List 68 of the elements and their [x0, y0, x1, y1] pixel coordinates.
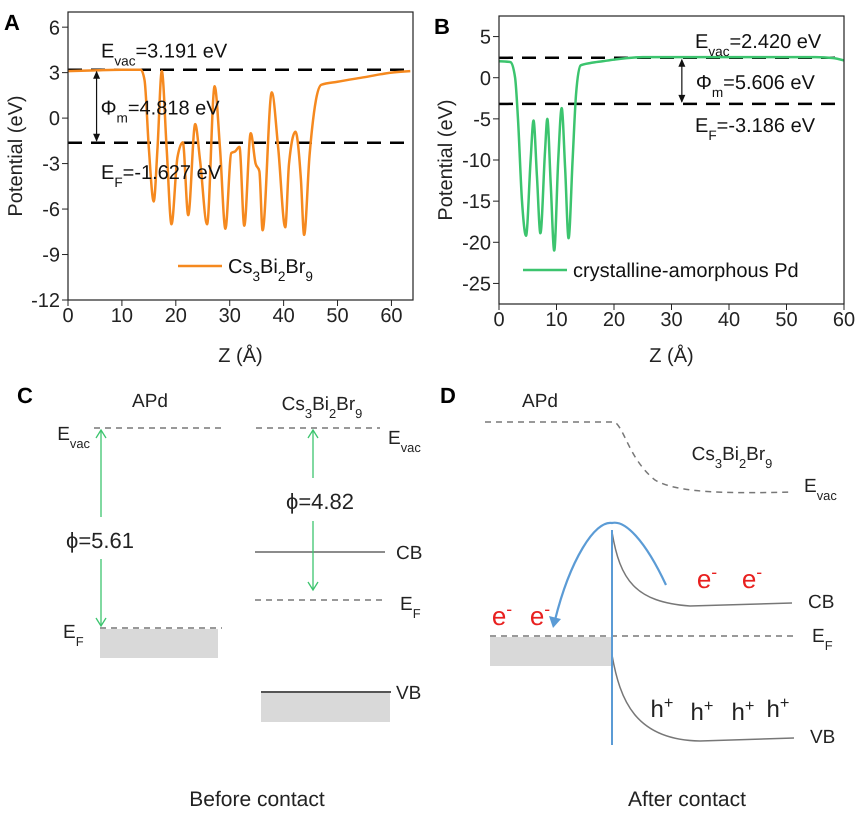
legend-label: crystalline-amorphous Pd [573, 260, 799, 282]
text: e$^{-}$ [492, 599, 512, 631]
y-tick-label: -5 [473, 108, 491, 131]
text: C [17, 383, 33, 408]
text: E$_{vac}$ [804, 476, 838, 502]
text: VB [396, 683, 422, 704]
text: APd [132, 391, 168, 412]
x-tick-label: 40 [718, 309, 740, 332]
x-axis-title: Z (Å) [649, 344, 694, 367]
ref-line-label: E$_{vac}$=2.420 eV [695, 30, 822, 58]
text: h$^{+}$ [690, 697, 714, 726]
x-tick-label: 30 [660, 309, 683, 332]
text: e$^{-}$ [742, 562, 762, 594]
text: E$_{F}$ [400, 594, 421, 620]
text: CB [808, 592, 834, 613]
text: E$_{vac}$ [388, 428, 422, 454]
legend-label: Cs$_{3}$Bi$_{2}$Br$_{9}$ [228, 256, 313, 284]
text: APd [522, 391, 558, 412]
x-tick-label: 20 [602, 309, 626, 332]
text: CB [396, 543, 422, 564]
x-tick-label: 20 [164, 305, 187, 328]
y-tick-label: -12 [31, 290, 60, 312]
text: ϕ=5.61 [66, 528, 134, 553]
y-tick-label: -10 [462, 150, 491, 172]
text: Cs$_{3}$Bi$_{2}$Br$_{9}$ [692, 444, 772, 470]
y-tick-label: -20 [462, 232, 491, 254]
x-tick-label: 50 [775, 309, 798, 332]
text: h$^{+}$ [732, 697, 754, 726]
text: Cs$_{3}$Bi$_{2}$Br$_{9}$ [282, 394, 362, 420]
y-tick-label: 6 [48, 17, 60, 40]
x-tick-label: 40 [272, 305, 295, 328]
y-tick-label: -9 [42, 244, 60, 267]
text: D [440, 383, 456, 408]
text: VB [810, 727, 836, 748]
y-axis-title: Potential (eV) [435, 99, 457, 221]
ref-line-label: E$_{vac}$=3.191 eV [101, 40, 228, 68]
annotation: Φ$_{m}$=5.606 eV [696, 72, 816, 100]
y-axis-title: Potential (eV) [5, 95, 27, 217]
x-tick-label: 60 [832, 309, 856, 332]
y-tick-label: -6 [42, 199, 60, 222]
y-tick-label: -25 [462, 274, 491, 296]
x-axis-title: Z (Å) [218, 344, 263, 367]
text: h$^{+}$ [650, 694, 674, 723]
x-tick-label: 10 [545, 309, 568, 332]
text: e$^{-}$ [696, 562, 718, 594]
x-tick-label: 30 [218, 305, 241, 328]
text: h$^{+}$ [766, 694, 790, 723]
x-tick-label: 60 [380, 305, 403, 328]
text: After contact [628, 788, 746, 811]
text: ϕ=4.82 [286, 489, 354, 514]
text: E$_{F}$ [812, 626, 833, 652]
chart-title: A [4, 10, 20, 35]
y-tick-label: 3 [48, 62, 60, 85]
line-series [68, 68, 412, 236]
text: Before contact [189, 788, 325, 811]
y-tick-label: 0 [480, 68, 491, 90]
y-tick-label: 5 [480, 26, 491, 49]
x-tick-label: 10 [110, 305, 134, 328]
text: E$_{F}$ [63, 622, 84, 648]
line-series [499, 56, 844, 252]
chart-title: B [434, 14, 450, 39]
y-tick-label: -3 [42, 154, 60, 176]
text: E$_{vac}$ [57, 424, 91, 450]
text: e$^{-}$ [530, 599, 550, 631]
x-tick-label: 50 [326, 305, 349, 328]
y-tick-label: -15 [462, 191, 491, 214]
ref-line-label: E$_{F}$=-3.186 eV [695, 114, 816, 142]
y-tick-label: 0 [48, 108, 60, 130]
